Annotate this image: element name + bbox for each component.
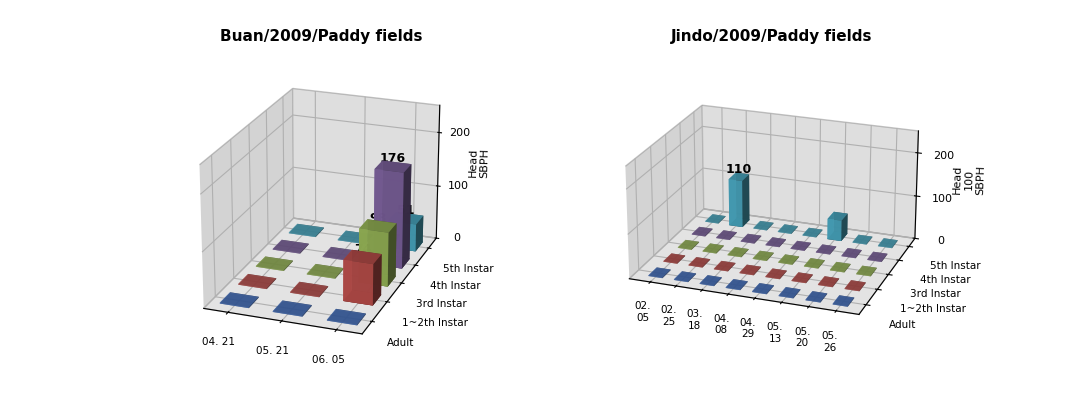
Title: Buan/2009/Paddy fields: Buan/2009/Paddy fields xyxy=(220,29,422,44)
Title: Jindo/2009/Paddy fields: Jindo/2009/Paddy fields xyxy=(671,29,872,44)
